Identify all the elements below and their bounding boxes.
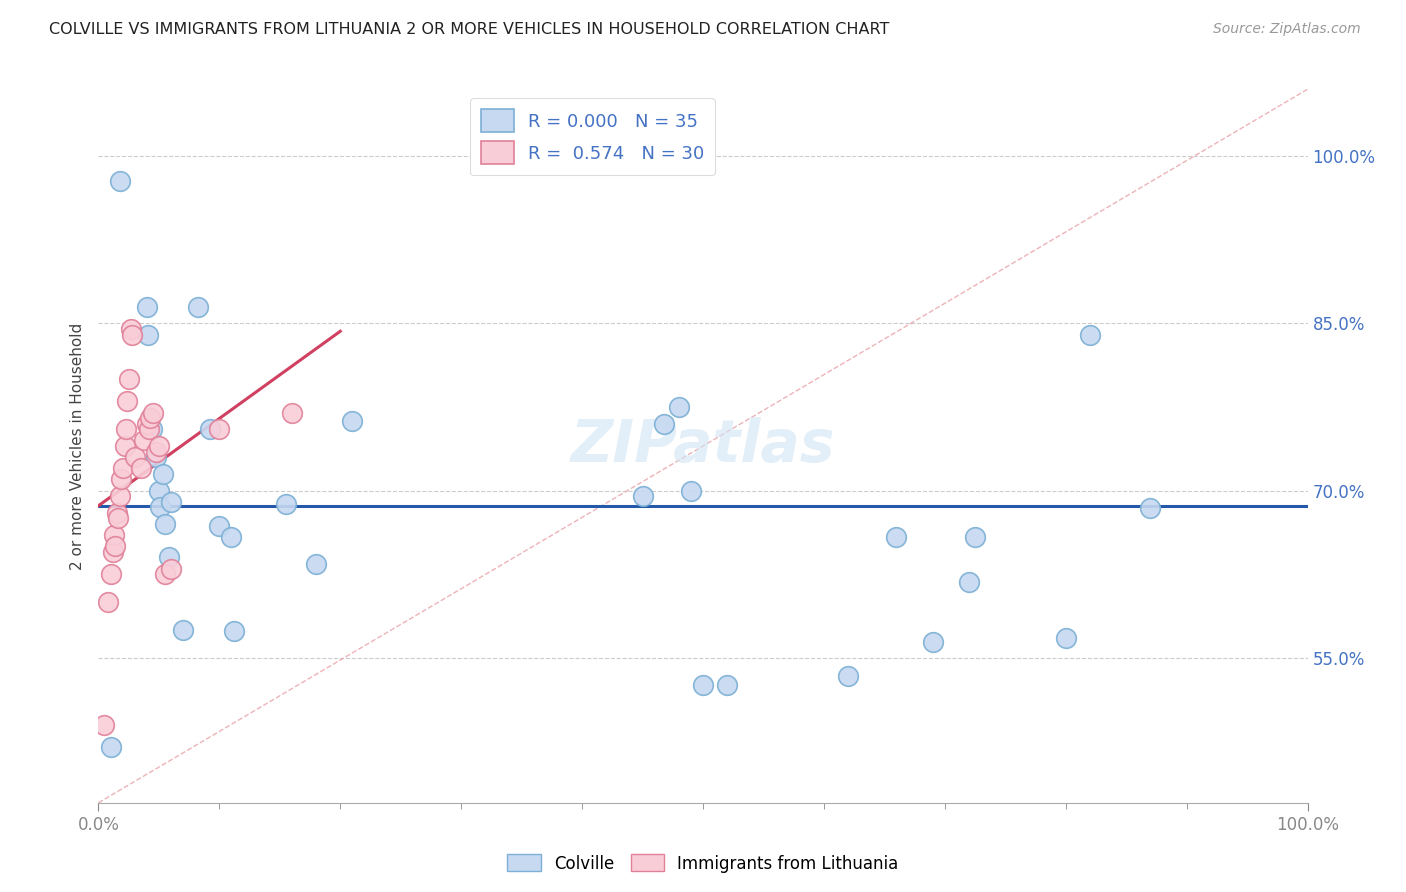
Point <box>135 300 157 314</box>
Point <box>837 669 859 683</box>
Point <box>120 322 142 336</box>
Point <box>100 740 122 755</box>
Point <box>679 483 702 498</box>
Point <box>160 562 183 576</box>
Point <box>342 414 364 429</box>
Point <box>172 623 194 637</box>
Point <box>100 567 122 582</box>
Point <box>108 489 131 503</box>
Point <box>148 439 170 453</box>
Point <box>111 461 134 475</box>
Point <box>108 173 131 188</box>
Point <box>110 473 132 487</box>
Point <box>716 678 738 692</box>
Point <box>118 372 141 386</box>
Point <box>97 595 120 609</box>
Point <box>149 500 172 515</box>
Point <box>115 422 138 436</box>
Point <box>93 717 115 731</box>
Point <box>153 567 176 582</box>
Point <box>208 519 231 533</box>
Point <box>134 434 156 448</box>
Point <box>157 550 180 565</box>
Point <box>160 495 183 509</box>
Point <box>103 528 125 542</box>
Point <box>208 422 231 436</box>
Point <box>145 444 167 458</box>
Point <box>153 516 176 531</box>
Point <box>274 497 297 511</box>
Y-axis label: 2 or more Vehicles in Household: 2 or more Vehicles in Household <box>70 322 86 570</box>
Point <box>107 511 129 525</box>
Point <box>124 450 146 465</box>
Point <box>104 539 127 553</box>
Point <box>152 467 174 481</box>
Point <box>136 327 159 342</box>
Point <box>148 483 170 498</box>
Text: COLVILLE VS IMMIGRANTS FROM LITHUANIA 2 OR MORE VEHICLES IN HOUSEHOLD CORRELATIO: COLVILLE VS IMMIGRANTS FROM LITHUANIA 2 … <box>49 22 890 37</box>
Point <box>138 422 160 436</box>
Point <box>221 530 243 544</box>
Point <box>921 635 943 649</box>
Legend: Colville, Immigrants from Lithuania: Colville, Immigrants from Lithuania <box>501 847 905 880</box>
Point <box>1054 631 1077 645</box>
Point <box>187 300 209 314</box>
Point <box>117 394 139 409</box>
Point <box>141 422 163 436</box>
Point <box>652 417 675 431</box>
Point <box>668 400 690 414</box>
Point <box>886 530 908 544</box>
Point <box>1078 327 1101 342</box>
Point <box>965 530 987 544</box>
Point <box>129 461 152 475</box>
Point <box>281 405 304 419</box>
Point <box>692 678 714 692</box>
Point <box>135 417 157 431</box>
Point <box>305 557 328 572</box>
Point <box>142 405 165 419</box>
Legend: R = 0.000   N = 35, R =  0.574   N = 30: R = 0.000 N = 35, R = 0.574 N = 30 <box>470 98 716 176</box>
Point <box>139 411 162 425</box>
Point <box>631 489 654 503</box>
Point <box>222 624 245 639</box>
Point <box>198 422 221 436</box>
Point <box>145 450 167 465</box>
Point <box>105 506 128 520</box>
Point <box>121 327 143 342</box>
Point <box>1139 501 1161 516</box>
Text: ZIPatlas: ZIPatlas <box>571 417 835 475</box>
Text: Source: ZipAtlas.com: Source: ZipAtlas.com <box>1213 22 1361 37</box>
Point <box>114 439 136 453</box>
Point <box>957 575 980 590</box>
Point <box>101 545 124 559</box>
